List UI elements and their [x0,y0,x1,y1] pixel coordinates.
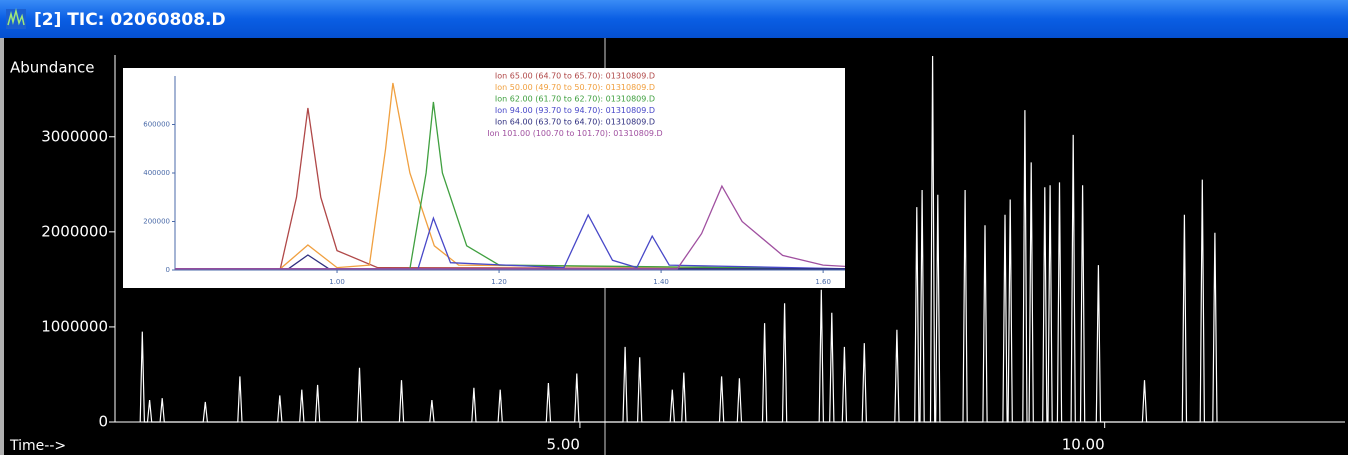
x-tick-label: 1.60 [815,278,831,286]
y-tick-label: 1000000 [41,317,108,335]
legend-entry: Ion 64.00 (63.70 to 64.70): 01310809.D [495,118,655,127]
y-tick-label: 0 [166,266,170,274]
legend-entry: Ion 94.00 (93.70 to 94.70): 01310809.D [495,106,655,115]
x-tick-label: 1.40 [653,278,669,286]
y-tick-label: 3000000 [41,127,108,145]
y-tick-label: 2000000 [41,222,108,240]
window: [2] TIC: 02060808.D Abundance Time--> 0 1… [0,0,1348,455]
y-tick-label: 400000 [143,169,170,177]
y-tick-label: 200000 [143,218,170,226]
x-tick-label: 1.20 [491,278,507,286]
x-tick-label: 5.00 [547,436,580,454]
window-title: [2] TIC: 02060808.D [34,10,226,30]
legend-entry: Ion 65.00 (64.70 to 65.70): 01310809.D [495,72,655,81]
x-tick-label: 1.00 [329,278,345,286]
y-tick-label: 600000 [143,121,170,129]
legend-entry: Ion 101.00 (100.70 to 101.70): 01310809.… [487,129,662,138]
x-tick-label: 10.00 [1062,436,1105,454]
legend-entry: Ion 62.00 (61.70 to 62.70): 01310809.D [495,95,655,104]
y-axis-label: Abundance [10,59,95,77]
page: [2] TIC: 02060808.D Abundance Time--> 0 1… [0,0,1348,455]
window-border [0,38,4,455]
x-axis-label: Time--> [9,438,66,454]
y-tick-label: 0 [98,413,108,431]
legend-entry: Ion 50.00 (49.70 to 50.70): 01310809.D [495,83,655,92]
inset-chart [123,68,845,288]
